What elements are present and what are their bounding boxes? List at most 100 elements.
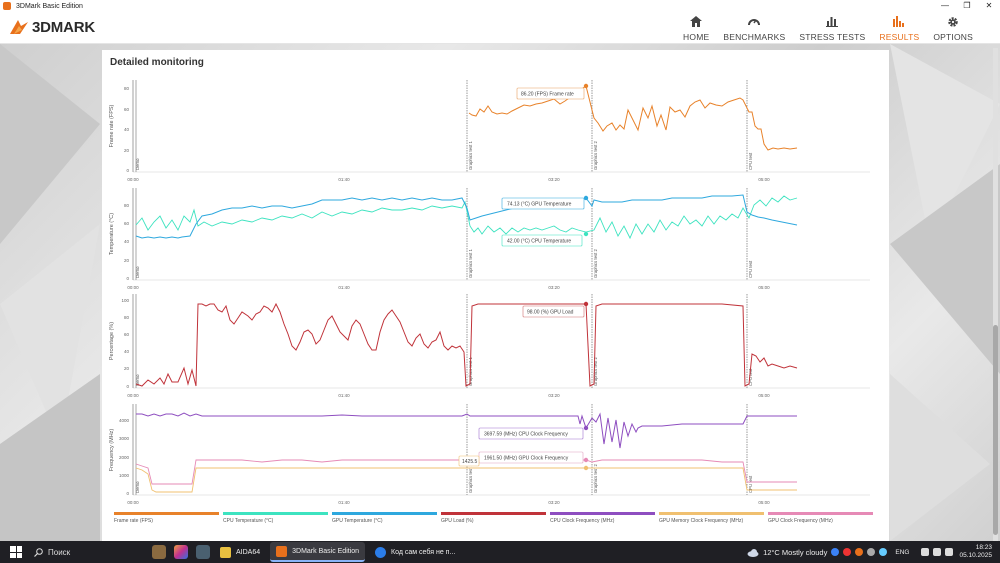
cpu-clock-tooltip-marker [583, 425, 589, 431]
test-marker-gt2: Graphics test 2 [593, 248, 598, 278]
nav-results[interactable]: RESULTS [872, 14, 926, 42]
fps-ytick: 80 [124, 86, 130, 91]
app-icon[interactable] [196, 545, 210, 559]
gpu-clock-tooltip-marker [583, 457, 589, 463]
gauge-icon [746, 14, 762, 29]
taskbar-app-chat[interactable]: Код сам себя не п... [369, 542, 461, 562]
test-marker-gt2: Graphics test 2 [593, 356, 598, 386]
load-ylabel: Percentage (%) [109, 322, 115, 360]
gpu-load-series-line [135, 302, 798, 387]
test-marker-cpu: CPU test [748, 152, 753, 170]
legend-label: GPU Memory Clock Frequency (MHz) [659, 518, 744, 524]
legend-label: CPU Clock Frequency (MHz) [550, 518, 615, 524]
clock-time: 18:23 [975, 544, 992, 551]
freq-ytick: 2000 [119, 455, 130, 460]
x-tick: 05:00 [758, 177, 770, 182]
window-title-bar: 3DMark Basic Edition — ❐ ✕ [0, 0, 1000, 12]
owl-widget-icon[interactable] [152, 545, 166, 559]
x-tick: 00:00 [127, 500, 139, 505]
language-indicator[interactable]: ENG [895, 548, 910, 556]
temp-ytick: 40 [124, 239, 130, 244]
logo-flame-icon [10, 20, 28, 34]
legend-swatch [550, 512, 655, 515]
nav-stress-tests[interactable]: STRESS TESTS [792, 14, 872, 42]
test-marker-demo: Demo [135, 481, 140, 493]
fps-ytick: 0 [126, 168, 129, 173]
tray-app-icon[interactable] [879, 548, 888, 556]
fps-series-line [468, 85, 798, 151]
fps-ytick: 60 [124, 107, 130, 112]
3dmark-icon [276, 545, 288, 557]
test-marker-gt2: Graphics test 2 [593, 463, 598, 493]
legend-swatch [114, 512, 219, 515]
legend-item[interactable]: Frame rate (FPS) [114, 512, 223, 524]
test-marker-gt1: Graphics test 1 [468, 463, 473, 493]
windows-start-icon[interactable] [8, 544, 24, 560]
legend-swatch [223, 512, 328, 515]
scrollbar-track[interactable] [993, 48, 998, 541]
tray-app-icon[interactable] [867, 548, 876, 556]
legend-item[interactable]: GPU Load (%) [441, 512, 550, 524]
app-header: 3DMARK HOME BENCHMARKS STRESS TESTS RESU… [0, 12, 1000, 44]
weather-text[interactable]: 12°C Mostly cloudy [763, 547, 828, 557]
load-ytick: 60 [124, 332, 130, 337]
legend-label: GPU Temperature (°C) [332, 518, 383, 524]
legend-swatch [768, 512, 873, 515]
load-ytick: 0 [126, 384, 129, 389]
close-button[interactable]: ✕ [985, 1, 993, 10]
test-marker-demo: Demo [135, 158, 140, 170]
taskbar-app-label: AIDA64 [236, 548, 261, 556]
search-label: Поиск [48, 547, 71, 557]
temp-ytick: 80 [124, 203, 130, 208]
minimize-button[interactable]: — [941, 1, 949, 10]
nav-home-label: HOME [683, 32, 710, 42]
tray-app-icon[interactable] [831, 548, 840, 556]
temp-ylabel: Temperature (°C) [109, 213, 115, 255]
legend-item[interactable]: CPU Temperature (°C) [223, 512, 332, 524]
volume-icon[interactable] [933, 548, 942, 556]
tray-app-icon[interactable] [855, 548, 864, 556]
maximize-button[interactable]: ❐ [963, 1, 971, 10]
fps-tooltip: 86.20 (FPS) Frame rate [521, 92, 574, 98]
taskbar-clock[interactable]: 18:23 05.10.2025 [959, 544, 992, 560]
legend-swatch [332, 512, 437, 515]
gpu-memory-clock-tooltip: 1425.5 [462, 459, 478, 465]
tray-app-icon[interactable] [843, 548, 852, 556]
taskbar-app-label: Код сам себя не п... [391, 548, 456, 556]
legend-label: CPU Temperature (°C) [223, 518, 274, 524]
legend-item[interactable]: GPU Clock Frequency (MHz) [768, 512, 877, 524]
taskbar-app-3dmark[interactable]: 3DMark Basic Edition [270, 542, 366, 562]
scrollbar-thumb[interactable] [993, 325, 998, 535]
load-ytick: 20 [124, 366, 130, 371]
legend-item[interactable]: GPU Temperature (°C) [332, 512, 441, 524]
nav-home[interactable]: HOME [676, 14, 716, 42]
gpu-load-chart: Percentage (%) 0 20 40 60 80 100 Demo Gr… [109, 294, 870, 398]
gpu-memory-clock-tooltip-marker [583, 465, 589, 471]
folder-icon [220, 546, 231, 558]
temp-ytick: 60 [124, 221, 130, 226]
freq-ytick: 3000 [119, 436, 130, 441]
copilot-icon[interactable] [174, 545, 188, 559]
battery-icon[interactable] [945, 548, 954, 556]
home-icon [688, 14, 704, 29]
wifi-icon[interactable] [921, 548, 930, 556]
x-tick: 03:20 [548, 285, 560, 290]
x-tick: 00:00 [127, 177, 139, 182]
gpu-temp-tooltip-marker [583, 195, 589, 201]
test-marker-gt1: Graphics test 1 [468, 248, 473, 278]
freq-ylabel: Frequency (MHz) [109, 429, 115, 472]
nav-options[interactable]: OPTIONS [926, 14, 980, 42]
gpu-load-tooltip: 98.00 (%) GPU Load [527, 310, 574, 316]
legend-item[interactable]: CPU Clock Frequency (MHz) [550, 512, 659, 524]
taskbar-search[interactable]: Поиск [34, 548, 144, 557]
test-marker-cpu: CPU test [748, 475, 753, 493]
x-tick: 01:40 [338, 393, 350, 398]
gpu-memory-clock-series-line [135, 467, 797, 493]
taskbar-app-aida64[interactable]: AIDA64 [214, 542, 266, 562]
freq-ytick: 4000 [119, 418, 130, 423]
nav-options-label: OPTIONS [933, 32, 973, 42]
legend-item[interactable]: GPU Memory Clock Frequency (MHz) [659, 512, 768, 524]
nav-benchmarks[interactable]: BENCHMARKS [716, 14, 792, 42]
window-title: 3DMark Basic Edition [16, 2, 83, 10]
freq-ytick: 1000 [119, 473, 130, 478]
